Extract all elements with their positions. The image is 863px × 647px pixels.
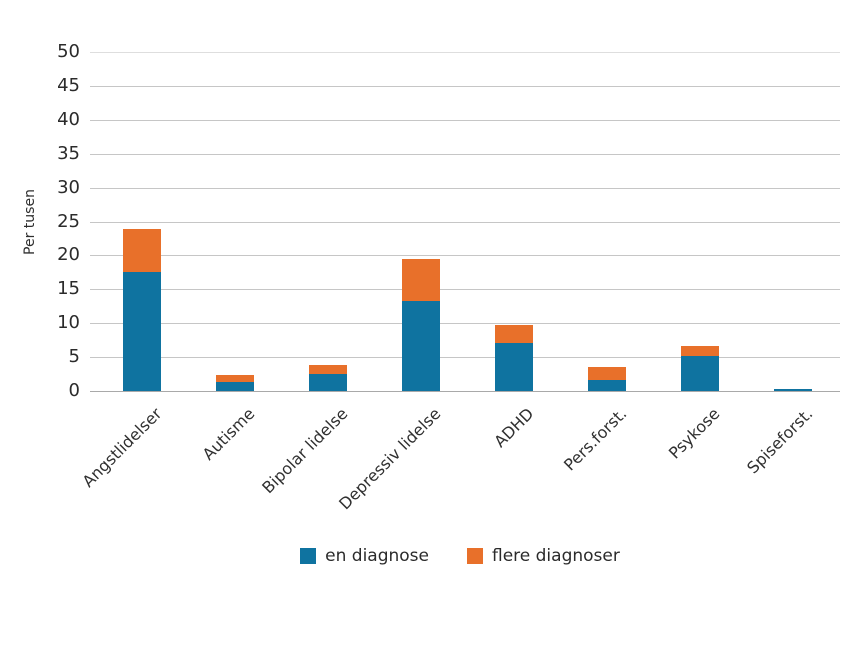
gridline (90, 222, 840, 223)
y-tick-label: 10 (57, 312, 80, 333)
y-tick-label: 40 (57, 109, 80, 130)
gridline (90, 323, 840, 324)
legend-label: en diagnose (325, 546, 429, 566)
y-tick-label: 50 (57, 41, 80, 62)
bar-segment-flere-diagnoser (123, 228, 161, 272)
legend-swatch-icon (467, 548, 483, 564)
y-tick-label: 20 (57, 244, 80, 265)
gridline (90, 289, 840, 290)
bar-segment-flere-diagnoser (402, 259, 440, 301)
y-tick-label: 0 (68, 380, 80, 401)
legend-item: flere diagnoser (467, 546, 620, 566)
bar-segment-en-diagnose (309, 374, 347, 391)
gridline (90, 154, 840, 155)
bar-segment-en-diagnose (681, 355, 719, 391)
y-tick-label: 15 (57, 278, 80, 299)
bar-segment-en-diagnose (123, 271, 161, 391)
bar-segment-en-diagnose (588, 380, 626, 391)
y-tick-label: 45 (57, 75, 80, 96)
gridline (90, 255, 840, 256)
gridline (90, 357, 840, 358)
gridline (90, 52, 840, 53)
bar-segment-en-diagnose (216, 382, 254, 391)
bar-segment-flere-diagnoser (309, 365, 347, 375)
y-tick-label: 5 (68, 346, 80, 367)
bar-segment-en-diagnose (402, 300, 440, 391)
legend-label: flere diagnoser (492, 546, 620, 566)
legend: en diagnose flere diagnoser (0, 546, 863, 566)
y-tick-label: 25 (57, 211, 80, 232)
y-tick-label: 35 (57, 143, 80, 164)
legend-swatch-icon (300, 548, 317, 564)
gridline (90, 120, 840, 121)
bar-segment-flere-diagnoser (588, 367, 626, 381)
gridline (90, 86, 840, 87)
bar-segment-en-diagnose (774, 388, 812, 391)
bar-segment-flere-diagnoser (681, 346, 719, 356)
bar-segment-flere-diagnoser (216, 375, 254, 383)
x-axis-line (90, 391, 840, 392)
bar-segment-en-diagnose (495, 342, 533, 391)
bar-segment-flere-diagnoser (495, 325, 533, 343)
y-tick-label: 30 (57, 177, 80, 198)
gridline (90, 188, 840, 189)
legend-item: en diagnose (300, 546, 429, 566)
